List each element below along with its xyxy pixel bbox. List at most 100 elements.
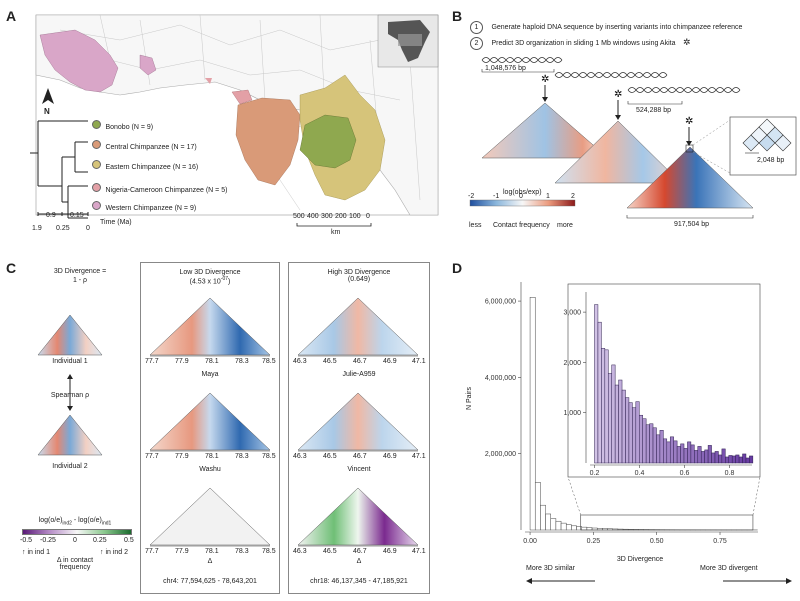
zoom-link	[567, 476, 581, 516]
inset-bar	[628, 402, 633, 464]
histogram-bar	[540, 504, 546, 531]
inset-bar	[745, 457, 750, 464]
inset-bar	[697, 446, 702, 464]
inset-bar	[738, 456, 743, 464]
histogram-ylabel: N Pairs	[466, 387, 473, 410]
panel-b-label: B	[452, 8, 463, 24]
inset-bar	[618, 379, 623, 464]
step-2: 2 Predict 3D organization in sliding 1 M…	[470, 32, 691, 50]
inset-bar	[625, 397, 630, 464]
delta-colorbar-title: log(o/e)ind2 - log(o/e)ind1	[38, 517, 112, 527]
inset-bar	[725, 456, 730, 464]
colorbar-less: less	[469, 222, 482, 229]
akita-icon: ✲	[682, 37, 691, 47]
zoom-link	[752, 476, 761, 516]
scale-unit: km	[331, 229, 341, 236]
delta-colorbar	[22, 529, 132, 535]
inset-bar	[704, 449, 709, 464]
scale-bar	[296, 223, 372, 227]
inset-bar	[663, 438, 668, 464]
low-divergence-panel	[140, 262, 280, 594]
inset-bar	[735, 454, 740, 464]
inset-x-tick-label: 0.6	[680, 470, 690, 477]
akita-icon: ✲	[614, 89, 622, 100]
high-name-1: Julie-A959	[342, 371, 376, 378]
low-divergence-title: Low 3D Divergence (4.53 x 10-07)	[179, 269, 241, 286]
direction-arrows	[526, 578, 792, 584]
colorbar-caption: Contact frequency	[493, 222, 550, 229]
individual-maps	[37, 314, 103, 456]
individual-1-label: Individual 1	[52, 358, 88, 365]
inset-bar	[645, 424, 650, 464]
bin-size-label: 2,048 bp	[757, 157, 785, 164]
legend-swatch	[92, 183, 101, 193]
inset-bar	[604, 349, 609, 464]
delta-caption: Δ in contact frequency	[56, 557, 94, 571]
inset-x-tick-label: 0.2	[590, 470, 600, 477]
legend-swatch	[92, 160, 101, 170]
legend-swatch	[92, 201, 101, 211]
panel-a-label: A	[6, 8, 17, 24]
colorbar-title: log(obs/exp)	[503, 189, 542, 196]
inset-bar	[707, 445, 712, 464]
zoom-region	[580, 514, 754, 531]
x-tick-label: 0.00	[523, 538, 537, 545]
low-maps	[149, 297, 271, 546]
inset-axes: 0.2 0.4 0.6 0.8 1,000 2,000 3,000	[563, 292, 752, 477]
output-size-label: 917,504 bp	[674, 221, 710, 228]
inset-bar	[642, 418, 647, 464]
inset-bar	[694, 450, 699, 464]
panel-d-label: D	[452, 260, 463, 276]
inset-bar	[611, 364, 616, 464]
delta-left-label: ↑ in ind 1	[22, 549, 51, 556]
x-tick-label: 0.75	[713, 538, 727, 545]
inset-bar	[594, 304, 599, 464]
window-size-label: 1,048,576 bp	[485, 65, 526, 72]
legend-item: Eastern Chimpanzee (N = 16)	[92, 156, 198, 174]
legend-item: Bonobo (N = 9)	[92, 116, 153, 134]
x-tick-label: 0.25	[587, 538, 601, 545]
inset-bar	[669, 436, 674, 464]
main-axes: 0.00 0.25 0.50 0.75 2,000,000 4,000,000 6,000,…	[485, 282, 758, 545]
inset-bar	[687, 441, 692, 464]
inset-bar	[608, 373, 612, 464]
inset-bar	[673, 440, 678, 464]
inset-y-tick-label: 3,000	[563, 310, 581, 317]
phylogenetic-tree	[30, 120, 89, 219]
histogram-xlabel: 3D Divergence	[616, 556, 664, 563]
histogram-bar	[586, 527, 593, 531]
spearman-label: Spearman ρ	[50, 392, 90, 399]
legend-item: Western Chimpanzee (N = 9)	[92, 197, 196, 215]
high-maps	[297, 297, 419, 546]
inset-bar	[621, 389, 626, 464]
high-divergence-panel	[288, 262, 430, 594]
inset-bar	[690, 444, 695, 464]
divergence-histogram: 0.00 0.25 0.50 0.75 2,000,000 4,000,000 6,000,…	[485, 282, 761, 545]
inset-bar	[652, 427, 657, 464]
inset-bar	[683, 448, 688, 464]
inset-bar	[632, 407, 637, 464]
time-axis: 0.9 0.15 1.9 0.25 0	[32, 212, 90, 232]
histogram-bar	[571, 525, 577, 531]
panel-c-label: C	[6, 260, 17, 276]
high-divergence-title: High 3D Divergence (0.649)	[327, 269, 391, 283]
divergence-definition: 3D Divergence = 1 - ρ	[53, 268, 107, 284]
inset-y-tick-label: 1,000	[563, 410, 581, 417]
step-1: 1 Generate haploid DNA sequence by inser…	[470, 16, 742, 34]
histogram-bar	[581, 526, 588, 531]
akita-icon: ✲	[541, 74, 549, 85]
inset-bar	[639, 414, 643, 464]
arrow-left-label: More 3D similar	[526, 565, 576, 572]
akita-schematic: ✲ ✲ ✲	[469, 57, 797, 219]
inset-bar	[680, 443, 685, 464]
comparison-maps	[149, 297, 419, 547]
shift-size-label: 524,288 bp	[636, 107, 672, 114]
africa-map	[35, 14, 439, 216]
inset-bar	[597, 321, 602, 464]
arrow-right-label: More 3D divergent	[700, 565, 758, 572]
inset-bar	[676, 446, 681, 464]
legend-item: Central Chimpanzee (N = 17)	[92, 136, 197, 154]
legend-swatch	[92, 140, 101, 150]
histogram-bar	[565, 524, 572, 531]
inset-x-tick-label: 0.8	[725, 470, 735, 477]
